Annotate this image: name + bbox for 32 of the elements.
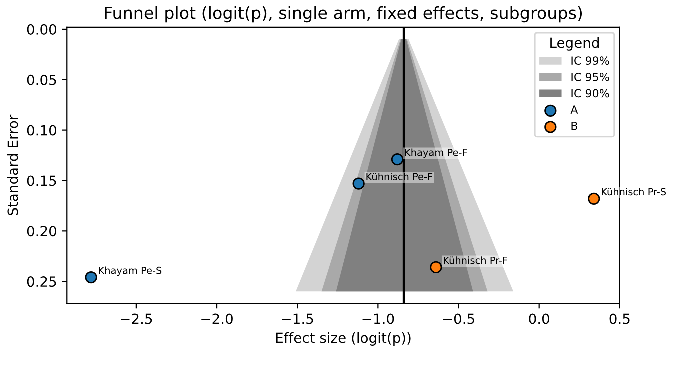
point (352, 178, 365, 190)
x-tick-label: 0.0 (529, 314, 550, 324)
x-tick-label: 0.5 (610, 314, 630, 324)
legend-label: IC 95% (572, 72, 610, 82)
y-axis-title: Standard Error (7, 114, 18, 216)
chart-title: Funnel plot (logit(p), single arm, fixed effects, subgroups) (105, 6, 582, 23)
x-tick-label: −0.5 (443, 314, 474, 324)
x-axis-title: Effect size (logit(p)) (276, 332, 411, 346)
legend-label: IC 99% (572, 56, 610, 66)
legend-title: Legend (550, 37, 599, 51)
x-tick-label: −2.5 (121, 314, 152, 324)
point (588, 192, 600, 205)
annotation: Kühnisch Pr-S (602, 188, 666, 196)
x-tick-label: −2.0 (202, 314, 233, 324)
x-tick-label: −1.5 (282, 314, 314, 324)
y-tick-label: 0.20 (27, 226, 56, 237)
point (391, 153, 404, 166)
point (85, 271, 98, 284)
annotation: Khayam Pe-S (99, 266, 162, 276)
legend-label: A (570, 106, 578, 114)
y-tick-label: 0.05 (27, 74, 56, 86)
y-tick-label: 0.10 (27, 125, 56, 136)
annotation: Kühnisch Pe-F (366, 172, 433, 180)
y-tick-label: 0.00 (27, 24, 56, 35)
point (430, 261, 442, 274)
annotation: Khayam Pe-F (405, 148, 468, 158)
y-tick-label: 0.15 (27, 176, 56, 186)
legend-label: B (572, 122, 578, 130)
annotation: Kühnisch Pr-F (444, 256, 508, 264)
y-tick-label: 0.25 (27, 276, 56, 288)
x-tick-label: −1.0 (362, 314, 394, 324)
legend-label: IC 90% (572, 89, 610, 98)
